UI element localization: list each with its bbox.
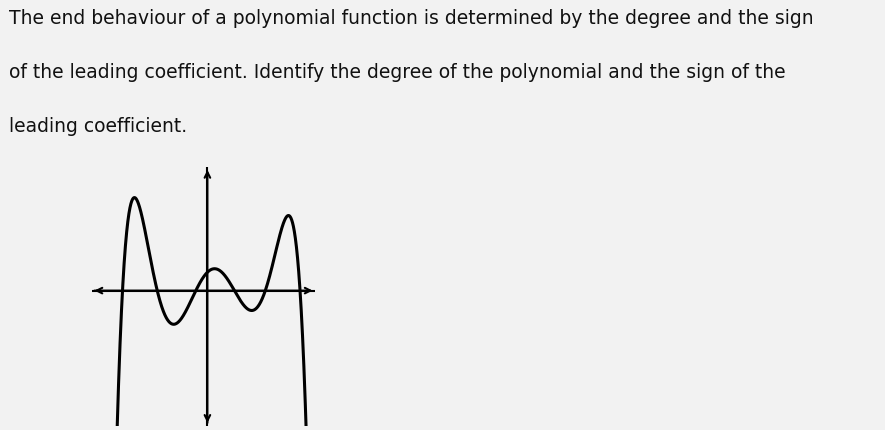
Text: The end behaviour of a polynomial function is determined by the degree and the s: The end behaviour of a polynomial functi… [9, 9, 813, 28]
Text: leading coefficient.: leading coefficient. [9, 117, 187, 135]
Text: of the leading coefficient. Identify the degree of the polynomial and the sign o: of the leading coefficient. Identify the… [9, 62, 786, 81]
